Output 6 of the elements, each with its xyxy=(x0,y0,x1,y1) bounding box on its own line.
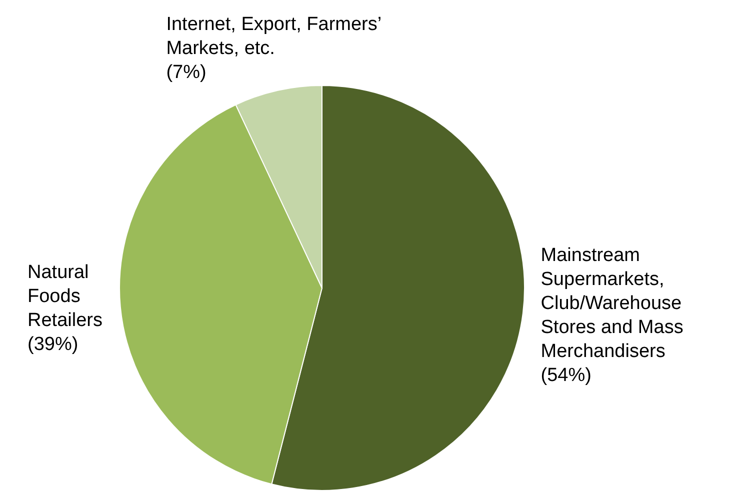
slice-label: Mainstream Supermarkets, Club/Warehouse Stores and Mass Merchandisers xyxy=(540,244,684,362)
slice-label: Internet, Export, Farmers’ Markets, etc. xyxy=(166,14,382,60)
slice-label: Natural Foods Retailers xyxy=(28,262,102,331)
data-label: (7%) xyxy=(166,62,206,84)
data-label: (54%) xyxy=(540,364,592,386)
data-label: (39%) xyxy=(28,334,78,355)
